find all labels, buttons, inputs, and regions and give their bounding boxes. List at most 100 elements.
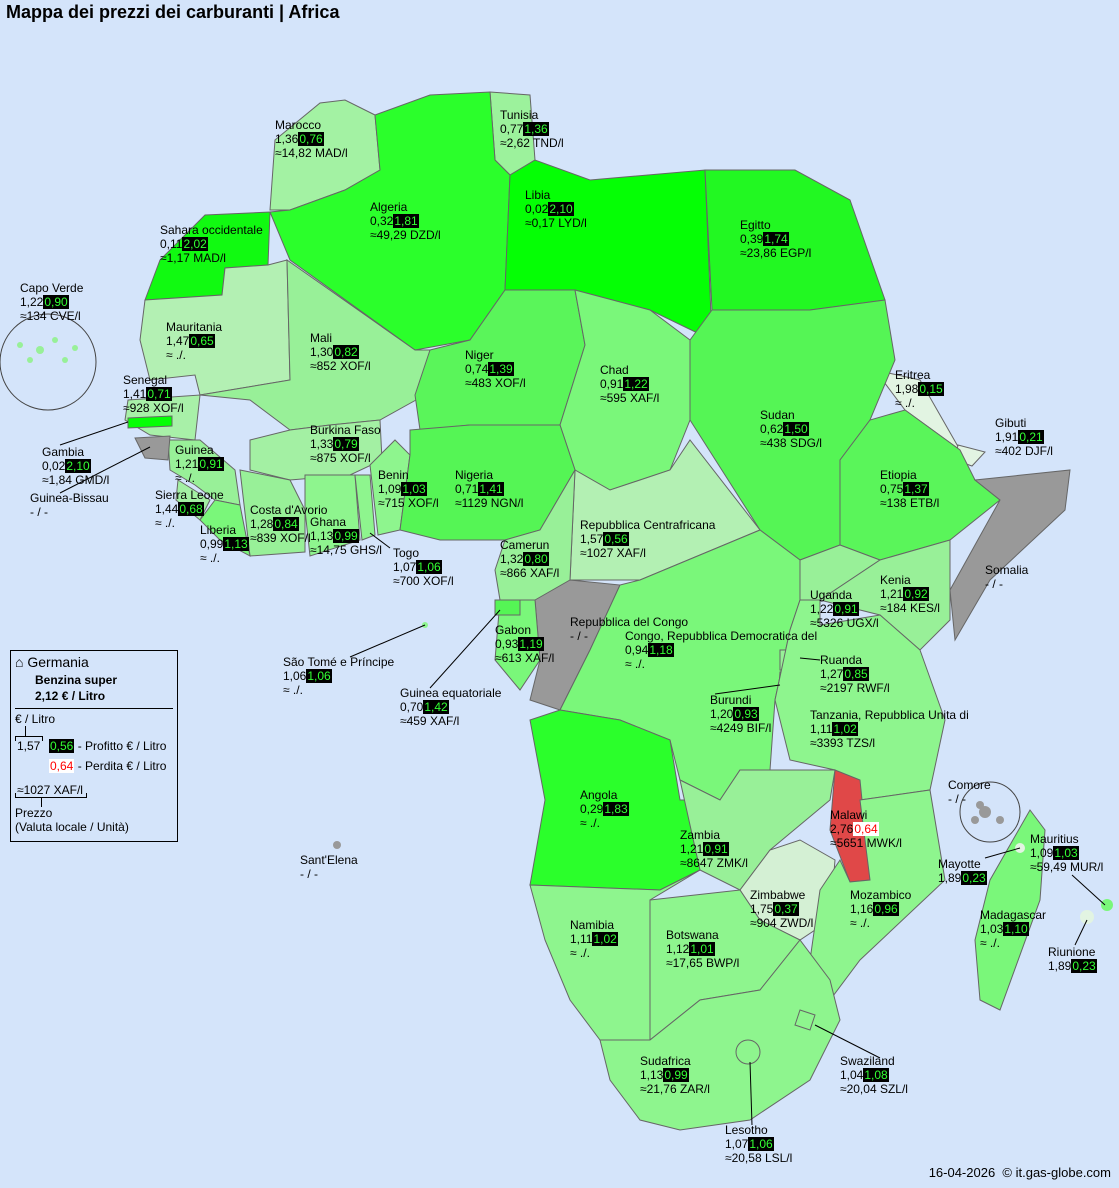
leader-line <box>429 609 501 689</box>
price-eur: 2,76 <box>830 822 854 836</box>
country-algeria[interactable] <box>269 91 511 351</box>
house-icon: ⌂ <box>15 654 24 670</box>
country-guinea-equatoriale[interactable] <box>494 599 521 616</box>
profit-value: 1,03 <box>401 482 427 496</box>
country-lesotho[interactable] <box>794 1009 816 1031</box>
country-gambia[interactable] <box>127 415 173 429</box>
country-name: Malawi <box>830 808 868 822</box>
profit-value: 0,80 <box>523 552 549 566</box>
leader-line <box>714 684 781 695</box>
country-lesotho[interactable] <box>735 1039 761 1065</box>
profit-value: 0,23 <box>961 871 987 885</box>
country-sudafrica[interactable] <box>599 939 841 1131</box>
country-label: Costa d'Avorio 1,280,84 ≈839 XOF/l <box>250 503 327 545</box>
price-eur: 1,57 <box>580 532 604 546</box>
local-price: ≈14,75 GHS/l <box>310 543 382 557</box>
local-price: ≈17,65 BWP/l <box>666 956 740 970</box>
country-name: Liberia <box>200 523 237 537</box>
leader-line <box>349 624 426 658</box>
profit-value: 1,37 <box>903 482 929 496</box>
country-label: Sudafrica 1,130,99 ≈21,76 ZAR/l <box>640 1054 710 1096</box>
local-price: ≈700 XOF/l <box>393 574 454 588</box>
legend-loss: 0,64 - Perdita € / Litro <box>49 759 167 773</box>
island-capo-verde[interactable] <box>36 346 44 354</box>
profit-value: 1,06 <box>748 1137 774 1151</box>
profit-value: 0,84 <box>273 517 299 531</box>
profit-value: 2,02 <box>182 237 208 251</box>
price-eur: 1,75 <box>750 902 774 916</box>
legend-fuel: Benzina super <box>35 673 118 687</box>
country-togo[interactable] <box>354 474 376 541</box>
leader-line <box>1074 919 1088 946</box>
island-riunione[interactable] <box>1080 910 1094 924</box>
country-label: Swaziland 1,041,08 ≈20,04 SZL/l <box>840 1054 908 1096</box>
local-price: ≈3393 TZS/l <box>810 736 876 750</box>
profit-value: 0,15 <box>918 382 944 396</box>
country-madagascar[interactable] <box>974 809 1046 1011</box>
leader-line <box>1071 874 1106 906</box>
profit-value: 1,06 <box>306 669 332 683</box>
country-name: Tunisia <box>500 108 539 122</box>
country-guinea-bissau[interactable] <box>134 435 171 461</box>
country-label: Gibuti 1,910,21 ≈402 DJF/l <box>995 416 1053 458</box>
price-eur: 1,21 <box>680 842 704 856</box>
country-label: Guinea 1,210,91 ≈ ./. <box>175 443 224 485</box>
local-price: ≈2197 RWF/l <box>820 681 890 695</box>
local-price: ≈4249 BIF/l <box>710 721 772 735</box>
country-label: Zimbabwe 1,750,37 ≈904 ZWD/l <box>750 888 813 930</box>
price-eur: 1,27 <box>820 667 844 681</box>
country-name: Uganda <box>810 588 853 602</box>
legend-country: ⌂ Germania <box>15 654 89 670</box>
island-comore <box>971 816 979 824</box>
profit-value: 1,74 <box>763 232 789 246</box>
country-name: Tanzania, Repubblica Unita di <box>810 708 969 722</box>
country-label: Sahara occidentale 0,112,02 ≈1,17 MAD/l <box>160 223 263 265</box>
country-name: Chad <box>600 363 629 377</box>
country-label: Mozambico 1,160,96 ≈ ./. <box>850 888 911 930</box>
price-eur: 1,07 <box>725 1137 749 1151</box>
country-name: Benin <box>378 468 409 482</box>
copyright-link[interactable]: © it.gas-globe.com <box>1002 1165 1111 1180</box>
local-price: ≈ ./. <box>850 916 870 930</box>
island-capo-verde <box>72 345 78 351</box>
country-name: Zimbabwe <box>750 888 806 902</box>
leader-line <box>59 446 151 494</box>
profit-value: 1,01 <box>689 942 715 956</box>
country-somalia[interactable] <box>949 469 1071 642</box>
country-label: Capo Verde 1,220,90 ≈134 CVE/l <box>20 281 83 323</box>
country-label: Liberia 0,991,13 ≈ ./. <box>200 523 249 565</box>
profit-value: 0,65 <box>189 334 215 348</box>
country-gabon[interactable] <box>494 599 541 691</box>
country-label: Gambia 0,022,10 ≈1,84 GMD/l <box>42 445 109 487</box>
local-price: ≈1,84 GMD/l <box>42 473 110 487</box>
country-name: Burkina Faso <box>310 423 381 437</box>
country-name: Algeria <box>370 200 408 214</box>
country-label: Namibia 1,111,02 ≈ ./. <box>570 918 618 960</box>
local-price: ≈ ./. <box>625 657 645 671</box>
island-mauritius[interactable] <box>1101 899 1113 911</box>
leader-line <box>799 657 821 661</box>
price-eur: 1,20 <box>710 707 734 721</box>
country-label: Mauritania 1,470,65 ≈ ./. <box>166 320 222 362</box>
price-eur: 1,06 <box>283 669 307 683</box>
country-label: Tunisia 0,771,36 ≈2,62 TND/l <box>500 108 564 150</box>
country-zambia[interactable] <box>679 769 836 891</box>
inset-circle <box>0 313 97 411</box>
island-sant-elena[interactable] <box>333 841 341 849</box>
country-name: Mauritius <box>1030 832 1079 846</box>
local-price: ≈928 XOF/l <box>123 401 184 415</box>
price-eur: 0,75 <box>880 482 904 496</box>
price-eur: 0,29 <box>580 802 604 816</box>
price-eur: 1,07 <box>393 560 417 574</box>
island-comore[interactable] <box>979 806 991 818</box>
local-price: ≈1129 NGN/l <box>455 496 524 510</box>
country-label: Sudan 0,621,50 ≈438 SDG/l <box>760 408 822 450</box>
profit-value: 1,42 <box>423 700 449 714</box>
country-name: Sudan <box>760 408 795 422</box>
country-label: Burkina Faso 1,330,79 ≈875 XOF/l <box>310 423 381 465</box>
profit-value: 1,02 <box>592 932 618 946</box>
legend-local-label: Prezzo <box>15 806 53 820</box>
country-label: Ruanda 1,270,85 ≈2197 RWF/l <box>820 653 890 695</box>
country-label: Egitto 0,391,74 ≈23,86 EGP/l <box>740 218 811 260</box>
country-label: Mayotte 1,890,23 <box>938 857 987 885</box>
